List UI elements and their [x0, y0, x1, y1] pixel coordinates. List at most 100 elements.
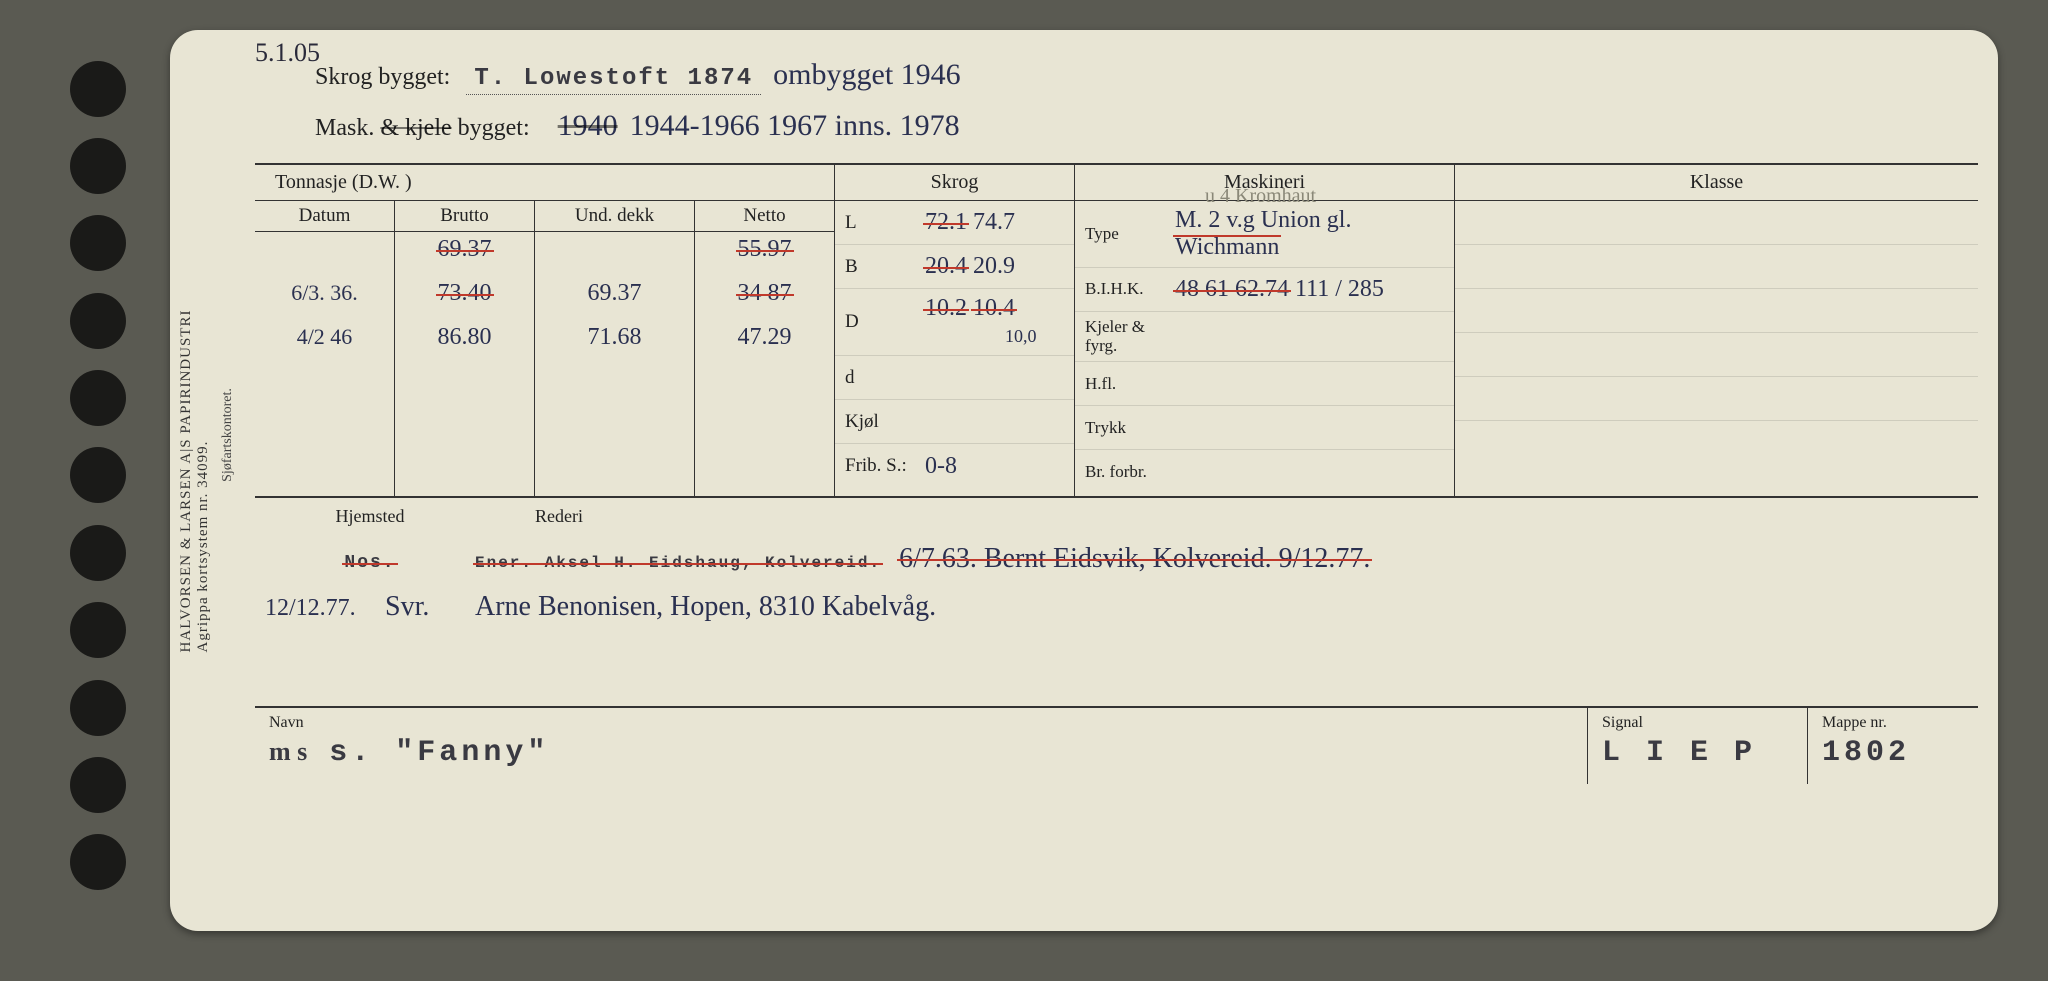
hjemsted-2: Svr.	[385, 591, 429, 622]
skrog-frib: Frib. S.:0-8	[835, 444, 1074, 488]
mid-date-2: 12/12.77.	[265, 595, 356, 621]
datum-r2: 6/3. 36.	[255, 276, 395, 320]
klasse-row	[1455, 201, 1978, 245]
navn-label: Navn	[269, 714, 1573, 732]
datum-header: Datum	[255, 201, 395, 232]
rederi-label: Rederi	[475, 506, 1968, 527]
klasse-header: Klasse	[1455, 165, 1978, 201]
mask-bygget-line: Mask. & kjele bygget: 1940 1944-1966 196…	[315, 109, 1978, 143]
blank	[255, 364, 395, 408]
blank	[255, 408, 395, 452]
hole	[70, 138, 126, 194]
skrog-header: Skrog	[835, 165, 1075, 201]
blank	[395, 452, 535, 496]
brutto-r1: 69.37	[395, 232, 535, 276]
klasse-row	[1455, 333, 1978, 377]
punch-holes	[20, 20, 170, 961]
footer-section: Navn m s s. "Fanny" Signal L I E P Mappe…	[255, 708, 1978, 784]
side-print-1: HALVORSEN & LARSEN A|S PAPIRINDUSTRI Agr…	[178, 309, 212, 652]
blank	[535, 364, 695, 408]
und-r3: 71.68	[535, 320, 695, 364]
mappe-value: 1802	[1822, 736, 1964, 770]
maskineri-column: Typeu 4 KromhautM. 2 v.g Union gl. Wichm…	[1075, 201, 1455, 496]
mask-br: Br. forbr.	[1075, 450, 1454, 494]
main-grid: Tonnasje (D.W. ) Skrog Maskineri Klasse …	[255, 165, 1978, 498]
klasse-column	[1455, 201, 1978, 496]
hole	[70, 447, 126, 503]
navn-cell: Navn m s s. "Fanny"	[255, 708, 1588, 784]
signal-value: L I E P	[1602, 736, 1793, 770]
hjemsted-rederi-section: Hjemsted Rederi Nos. Ener. Aksel H. Eids…	[255, 498, 1978, 708]
und-r1	[535, 232, 695, 276]
hole	[70, 293, 126, 349]
skrog-L: L72.1 74.7	[835, 201, 1074, 245]
tonnasje-header: Tonnasje (D.W. )	[255, 165, 835, 201]
hole	[70, 680, 126, 736]
blank	[395, 408, 535, 452]
side-print-2: Sjøfartskontoret.	[220, 389, 236, 483]
mask-values: 1944-1966 1967 inns. 1978	[630, 109, 960, 143]
klasse-row	[1455, 421, 1978, 465]
datum-r1	[255, 232, 395, 276]
mid-row-1: Nos. Ener. Aksel H. Eidshaug, Kolvereid.…	[255, 535, 1978, 583]
skrog-d: d	[835, 356, 1074, 400]
navn-value: m s s. "Fanny"	[269, 736, 1573, 770]
klasse-row	[1455, 289, 1978, 333]
rederi-2: Arne Benonisen, Hopen, 8310 Kabelvåg.	[475, 591, 936, 622]
skrog-bygget-value: T. Lowestoft 1874	[466, 65, 761, 95]
brutto-r3: 86.80	[395, 320, 535, 364]
unddekk-header: Und. dekk	[535, 201, 695, 232]
skrog-bygget-note: ombygget 1946	[773, 58, 961, 92]
brutto-header: Brutto	[395, 201, 535, 232]
blank	[255, 452, 395, 496]
mid-header-row: Hjemsted Rederi	[255, 498, 1978, 535]
skrog-kjol: Kjøl	[835, 400, 1074, 444]
hole	[70, 525, 126, 581]
klasse-row	[1455, 245, 1978, 289]
mask-trykk: Trykk	[1075, 406, 1454, 450]
skrog-B: B20.4 20.9	[835, 245, 1074, 289]
netto-r1: 55.97	[695, 232, 835, 276]
netto-r3: 47.29	[695, 320, 835, 364]
rederi-1-note: 6/7.63. Bernt Eidsvik, Kolvereid. 9/12.7…	[899, 543, 1370, 574]
netto-header: Netto	[695, 201, 835, 232]
card-content: 5.1.05 Skrog bygget: T. Lowestoft 1874 o…	[255, 40, 1978, 921]
signal-cell: Signal L I E P	[1588, 708, 1808, 784]
hole	[70, 61, 126, 117]
skrog-D: D10.2 10.410,0	[835, 289, 1074, 356]
rederi-1: Ener. Aksel H. Eidshaug, Kolvereid.	[475, 554, 881, 572]
mask-bygget-label: Mask. & kjele bygget:	[315, 115, 530, 142]
blank	[535, 452, 695, 496]
mid-row-2: 12/12.77. Svr. Arne Benonisen, Hopen, 83…	[255, 583, 1978, 631]
hjemsted-label: Hjemsted	[265, 506, 475, 527]
hole	[70, 215, 126, 271]
mask-hfl: H.fl.	[1075, 362, 1454, 406]
blank	[395, 364, 535, 408]
brutto-r2: 73.40	[395, 276, 535, 320]
hole	[70, 602, 126, 658]
blank	[695, 408, 835, 452]
skrog-column: L72.1 74.7 B20.4 20.9 D10.2 10.410,0 d K…	[835, 201, 1075, 496]
top-date-note: 5.1.05	[255, 38, 320, 68]
mappe-label: Mappe nr.	[1822, 714, 1964, 732]
index-card: HALVORSEN & LARSEN A|S PAPIRINDUSTRI Agr…	[170, 30, 1998, 931]
skrog-bygget-label: Skrog bygget:	[315, 64, 450, 91]
mappe-cell: Mappe nr. 1802	[1808, 708, 1978, 784]
und-r2: 69.37	[535, 276, 695, 320]
hjemsted-1: Nos.	[344, 553, 395, 573]
mask-type: Typeu 4 KromhautM. 2 v.g Union gl. Wichm…	[1075, 201, 1454, 268]
hole	[70, 757, 126, 813]
netto-r2: 34 87	[695, 276, 835, 320]
klasse-row	[1455, 377, 1978, 421]
mask-bihk: B.I.H.K.48 61 62.74 111 / 285	[1075, 268, 1454, 312]
card-wrapper: HALVORSEN & LARSEN A|S PAPIRINDUSTRI Agr…	[20, 20, 2028, 961]
header-section: Skrog bygget: T. Lowestoft 1874 ombygget…	[255, 40, 1978, 165]
hole	[70, 834, 126, 890]
datum-r3: 4/2 46	[255, 320, 395, 364]
mask-strike-value: 1940	[558, 109, 618, 143]
mask-kjeler: Kjeler & fyrg.	[1075, 312, 1454, 362]
signal-label: Signal	[1602, 714, 1793, 732]
blank	[695, 364, 835, 408]
hole	[70, 370, 126, 426]
blank	[535, 408, 695, 452]
